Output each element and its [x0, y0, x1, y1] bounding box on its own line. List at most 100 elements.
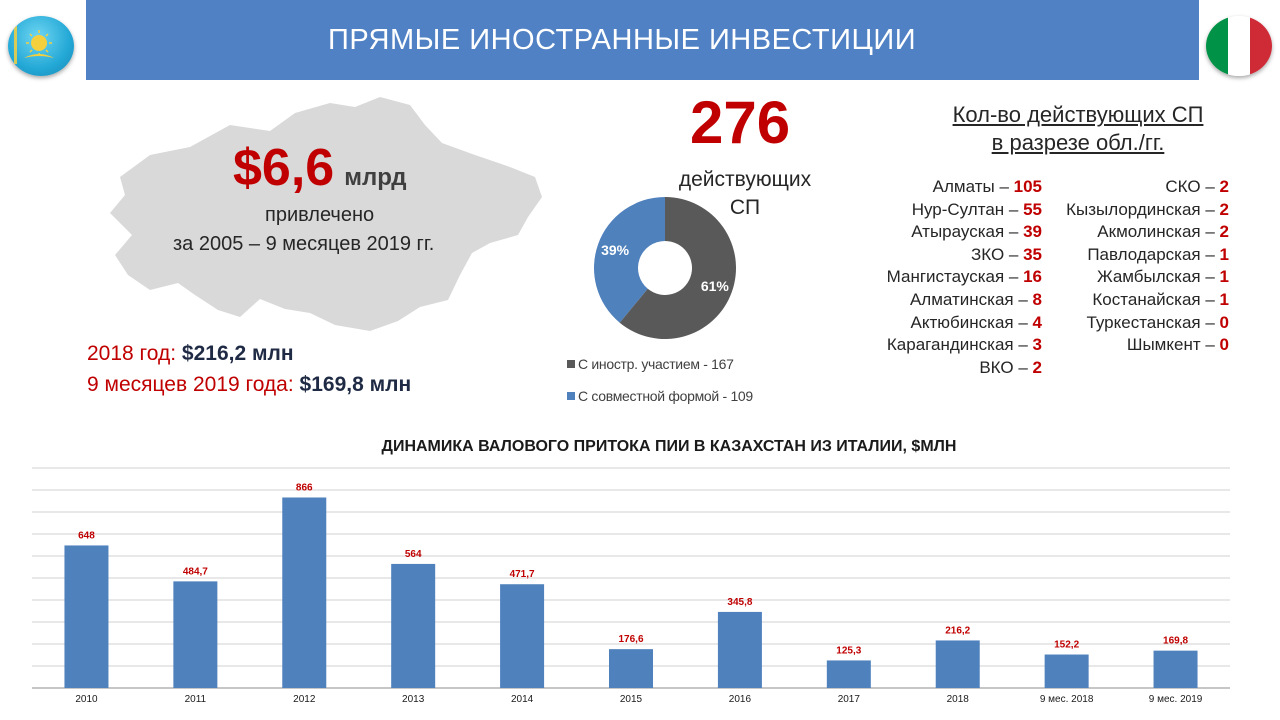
region-name: Акмолинская: [1097, 222, 1201, 242]
region-dash: –: [1200, 199, 1220, 219]
regions-title-line2: в разрезе обл./гг.: [991, 130, 1165, 155]
region-count: 39: [1023, 222, 1042, 242]
bar: [391, 563, 436, 688]
jv-count-caption: действующих СП: [650, 166, 840, 222]
year-2018-value: $216,2 млн: [181, 342, 294, 365]
region-dash: –: [1200, 222, 1220, 242]
x-tick-label: 2014: [511, 694, 534, 705]
region-name: ВКО: [979, 357, 1014, 377]
donut-slice-label: 61%: [701, 278, 730, 294]
bar: [826, 660, 871, 688]
investment-period: за 2005 – 9 месяцев 2019 гг.: [173, 233, 435, 255]
bar: [1044, 654, 1089, 688]
region-count: 0: [1219, 335, 1229, 355]
region-dash: –: [1200, 267, 1220, 287]
region-count: 1: [1219, 244, 1229, 264]
regions-list-left: Алматы – 105 Нур-Султан – 55 Атырауская – …: [860, 176, 1042, 379]
region-dash: –: [1200, 335, 1220, 355]
fdi-bar-chart: 648 2010 484,7 2011 866 2012 564 2013 471,7 2014 1…: [32, 467, 1230, 705]
region-dash: –: [1013, 312, 1033, 332]
jv-count: 276: [690, 89, 791, 156]
x-tick-label: 2011: [185, 694, 207, 705]
region-row: Мангистауская – 16: [860, 266, 1042, 289]
region-name: Алматинская: [909, 289, 1014, 309]
region-name: Мангистауская: [886, 267, 1005, 287]
italy-flag-icon: [1206, 16, 1272, 76]
region-row: Павлодарская – 1: [1040, 244, 1229, 267]
x-tick-label: 2015: [620, 694, 643, 705]
year-2018-label: 2018 год:: [87, 342, 177, 365]
region-name: Нур-Султан: [911, 199, 1005, 219]
region-row: ВКО – 2: [860, 357, 1042, 380]
region-row: Карагандинская – 3: [860, 334, 1042, 357]
region-name: Туркестанская: [1086, 312, 1201, 332]
region-name: СКО: [1165, 177, 1201, 196]
region-dash: –: [1004, 267, 1024, 287]
region-count: 0: [1219, 312, 1229, 332]
donut-slice: [619, 197, 736, 339]
regions-title-line1: Кол-во действующих СП: [952, 102, 1204, 127]
months9-2019-line: 9 месяцев 2019 года: $169,8 млн: [87, 373, 411, 397]
kazakhstan-map-icon: [110, 97, 542, 331]
region-name: Алматы: [932, 177, 995, 196]
region-dash: –: [1004, 199, 1024, 219]
region-name: Павлодарская: [1087, 244, 1201, 264]
donut-legend-item-joint: С совместной формой - 109: [567, 388, 753, 404]
region-dash: –: [1200, 177, 1220, 196]
region-name: Кызылординская: [1066, 199, 1201, 219]
x-tick-label: 2013: [402, 694, 425, 705]
bar: [935, 640, 980, 688]
region-row: Алматы – 105: [860, 176, 1042, 199]
region-dash: –: [1013, 335, 1033, 355]
x-tick-label: 9 мес. 2018: [1040, 694, 1094, 705]
region-count: 35: [1023, 244, 1042, 264]
bar-value-label: 216,2: [945, 625, 970, 636]
region-dash: –: [1004, 222, 1024, 242]
region-dash: –: [1013, 357, 1033, 377]
region-name: Шымкент: [1126, 335, 1201, 355]
jv-caption-line2: СП: [729, 196, 761, 219]
investment-total: $6,6 млрд: [233, 138, 407, 198]
investment-attracted-label: привлечено: [265, 204, 375, 226]
region-row: Актюбинская – 4: [860, 312, 1042, 335]
region-dash: –: [994, 177, 1014, 196]
x-tick-label: 2016: [729, 694, 752, 705]
region-row: ЗКО – 35: [860, 244, 1042, 267]
region-dash: –: [1013, 289, 1033, 309]
legend-swatch-blue: [567, 392, 575, 400]
investment-unit: млрд: [344, 164, 407, 191]
x-tick-label: 2012: [293, 694, 316, 705]
region-count: 2: [1219, 199, 1229, 219]
chart-title: ДИНАМИКА ВАЛОВОГО ПРИТОКА ПИИ В КАЗАХСТА…: [381, 438, 957, 455]
region-count: 1: [1219, 267, 1229, 287]
region-row: Кызылординская – 2: [1040, 199, 1229, 222]
bar: [173, 581, 218, 688]
bar-value-label: 564: [405, 549, 422, 560]
bar: [1153, 650, 1198, 688]
bar-value-label: 648: [78, 530, 95, 541]
bar-value-label: 176,6: [618, 634, 643, 645]
year-2018-line: 2018 год: $216,2 млн: [87, 342, 294, 366]
bar-value-label: 345,8: [727, 597, 752, 608]
bar: [64, 545, 109, 688]
region-row: Акмолинская – 2: [1040, 221, 1229, 244]
region-name: Атырауская: [911, 222, 1005, 242]
header-bar: ПРЯМЫЕ ИНОСТРАННЫЕ ИНВЕСТИЦИИ: [86, 0, 1199, 80]
region-dash: –: [1004, 244, 1024, 264]
region-dash: –: [1200, 289, 1220, 309]
x-tick-label: 2017: [838, 694, 861, 705]
bar: [717, 611, 762, 688]
bar-value-label: 152,2: [1054, 640, 1079, 651]
donut-legend-item-foreign: С иностр. участием - 167: [567, 356, 734, 372]
region-row: СКО – 2: [1040, 176, 1229, 199]
region-row: Алматинская – 8: [860, 289, 1042, 312]
bar: [609, 649, 653, 688]
legend-label-joint: С совместной формой - 109: [578, 388, 753, 404]
bar-value-label: 471,7: [510, 569, 535, 580]
region-count: 8: [1032, 289, 1042, 309]
region-name: Карагандинская: [886, 335, 1014, 355]
bar: [282, 497, 327, 688]
region-row: Костанайская – 1: [1040, 289, 1229, 312]
region-count: 2: [1219, 177, 1229, 196]
